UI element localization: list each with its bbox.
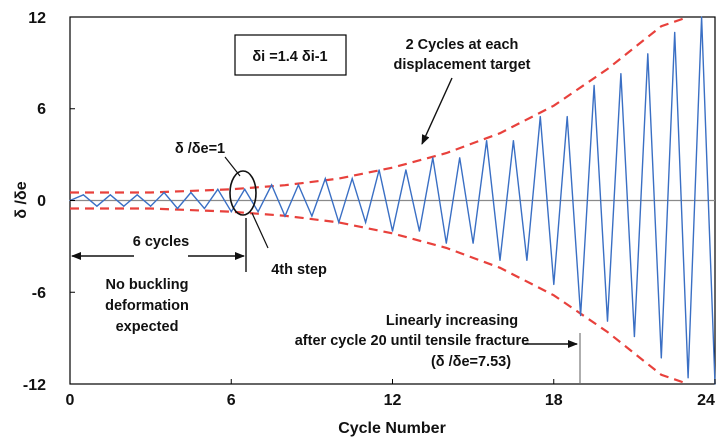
no-buckling-label: No buckling bbox=[106, 277, 189, 293]
data-point bbox=[190, 191, 192, 194]
no-buckling-label: deformation bbox=[105, 298, 189, 314]
ratio-one-label: δ /δe=1 bbox=[175, 141, 225, 157]
data-point bbox=[123, 205, 125, 207]
x-axis-label: Cycle Number bbox=[338, 420, 446, 437]
loading-layer bbox=[69, 16, 716, 385]
y-axis: 12 6 0 -6 -12 bbox=[23, 10, 75, 394]
data-point bbox=[633, 336, 636, 338]
data-point bbox=[163, 191, 165, 194]
data-point bbox=[472, 242, 474, 244]
series-envelope-2 bbox=[70, 207, 689, 386]
y-tick-label: 0 bbox=[37, 193, 46, 210]
data-point bbox=[620, 73, 622, 75]
data-point bbox=[176, 207, 179, 210]
y-axis-label: δ /δe bbox=[13, 181, 30, 218]
data-point bbox=[566, 115, 568, 118]
no-buckling-label: expected bbox=[116, 319, 179, 335]
data-point bbox=[297, 184, 299, 186]
cycles-target-arrow bbox=[421, 77, 453, 145]
data-point bbox=[499, 259, 501, 261]
data-point bbox=[203, 207, 205, 210]
data-point bbox=[593, 84, 595, 86]
y-tick-label: -6 bbox=[32, 285, 46, 302]
ratio-one-ellipse bbox=[229, 170, 257, 216]
data-point bbox=[418, 230, 420, 232]
x-tick-label: 0 bbox=[66, 392, 75, 409]
data-point bbox=[365, 221, 367, 223]
fourth-step-leader bbox=[251, 212, 269, 249]
data-point bbox=[284, 215, 286, 217]
data-point bbox=[230, 211, 232, 213]
data-point bbox=[257, 211, 259, 213]
data-point bbox=[391, 230, 394, 232]
formula-box bbox=[234, 34, 347, 76]
data-point bbox=[271, 184, 273, 186]
data-point bbox=[526, 259, 528, 261]
envelope-layer bbox=[70, 15, 689, 386]
data-point bbox=[324, 178, 326, 180]
x-tick-label: 12 bbox=[384, 392, 402, 409]
linear-increase-label: Linearly increasing bbox=[386, 313, 518, 329]
data-point bbox=[82, 194, 84, 196]
cycles-target-label: displacement target bbox=[394, 57, 531, 73]
data-point bbox=[136, 194, 138, 196]
x-tick-label: 18 bbox=[545, 392, 563, 409]
y-tick-label: -12 bbox=[23, 377, 46, 394]
linear-increase-label: after cycle 20 until tensile fracture bbox=[295, 333, 530, 349]
data-point bbox=[311, 215, 313, 217]
x-tick-label: 24 bbox=[697, 392, 715, 409]
data-point bbox=[580, 315, 582, 317]
formula-text: δi =1.4 δi-1 bbox=[252, 49, 327, 65]
data-point bbox=[351, 178, 353, 180]
x-axis: 0 6 12 18 24 bbox=[66, 379, 716, 409]
data-point bbox=[459, 157, 461, 159]
data-point bbox=[96, 205, 98, 207]
y-tick-label: 6 bbox=[37, 101, 46, 118]
x-tick-label: 6 bbox=[227, 392, 236, 409]
y-tick-label: 12 bbox=[28, 10, 46, 27]
data-point bbox=[445, 242, 447, 244]
data-point bbox=[338, 221, 340, 223]
series-envelope-1 bbox=[70, 15, 689, 194]
cycles-target-label: 2 Cycles at each bbox=[406, 37, 519, 53]
six-cycles-label: 6 cycles bbox=[133, 234, 189, 250]
data-point bbox=[486, 140, 488, 142]
data-point bbox=[660, 357, 662, 359]
data-point bbox=[432, 157, 434, 159]
data-point bbox=[378, 169, 380, 171]
linear-increase-label: (δ /δe=7.53) bbox=[431, 354, 511, 370]
data-point bbox=[687, 377, 689, 379]
data-point bbox=[647, 53, 649, 55]
data-point bbox=[539, 115, 541, 118]
data-point bbox=[150, 205, 152, 207]
data-point bbox=[217, 188, 219, 190]
data-point bbox=[606, 320, 609, 322]
data-point bbox=[553, 283, 555, 286]
data-point bbox=[512, 140, 515, 142]
data-point bbox=[405, 169, 407, 171]
data-point bbox=[701, 16, 703, 18]
data-point bbox=[674, 31, 676, 33]
data-point bbox=[109, 194, 111, 196]
fourth-step-label: 4th step bbox=[271, 262, 327, 278]
data-point bbox=[244, 188, 246, 190]
